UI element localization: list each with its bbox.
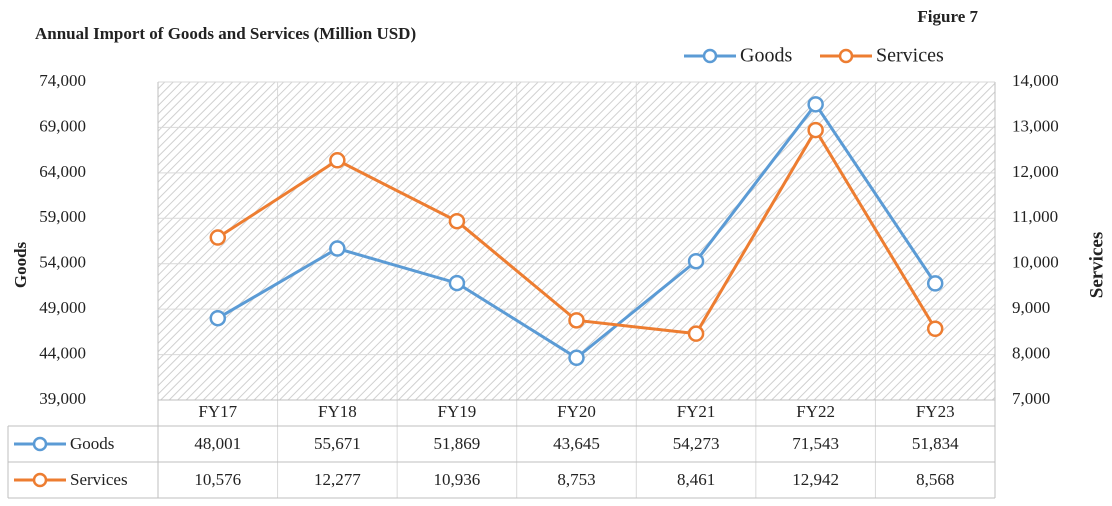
x-tick-label: FY18 bbox=[318, 402, 357, 421]
data-point bbox=[568, 312, 585, 329]
data-point bbox=[448, 212, 466, 230]
y2-tick-label: 14,000 bbox=[1012, 71, 1059, 90]
table-cell: 43,645 bbox=[553, 434, 600, 453]
x-tick-label: FY21 bbox=[677, 402, 716, 421]
table-cell: 10,936 bbox=[434, 470, 481, 489]
y-tick-label: 74,000 bbox=[39, 71, 86, 90]
y-tick-label: 39,000 bbox=[39, 389, 86, 408]
legend-marker bbox=[838, 48, 854, 64]
data-point bbox=[209, 309, 227, 327]
legend-marker bbox=[702, 48, 718, 64]
y2-tick-label: 7,000 bbox=[1012, 389, 1050, 408]
table-cell: 71,543 bbox=[792, 434, 839, 453]
x-tick-label: FY20 bbox=[557, 402, 596, 421]
y-tick-label: 64,000 bbox=[39, 162, 86, 181]
y-tick-label: 69,000 bbox=[39, 116, 86, 135]
table-cell: 12,942 bbox=[792, 470, 839, 489]
figure-label: Figure 7 bbox=[917, 7, 978, 26]
data-point bbox=[687, 252, 705, 270]
data-point bbox=[807, 96, 824, 113]
plot-area bbox=[158, 82, 995, 400]
y2-tick-label: 8,000 bbox=[1012, 343, 1050, 362]
y-axis-label: Goods bbox=[11, 241, 30, 288]
data-point bbox=[448, 274, 466, 292]
y-tick-label: 44,000 bbox=[39, 343, 86, 362]
table-cell: 55,671 bbox=[314, 434, 361, 453]
table-cell: 8,461 bbox=[677, 470, 715, 489]
y-tick-label: 59,000 bbox=[39, 207, 86, 226]
data-point bbox=[568, 349, 585, 367]
y-tick-label: 49,000 bbox=[39, 298, 86, 317]
legend-marker bbox=[32, 472, 48, 488]
table-cell: 8,568 bbox=[916, 470, 954, 489]
table-cell: 51,869 bbox=[434, 434, 481, 453]
y2-tick-label: 10,000 bbox=[1012, 253, 1059, 272]
x-tick-label: FY23 bbox=[916, 402, 955, 421]
data-point bbox=[329, 152, 346, 169]
data-point bbox=[329, 240, 346, 257]
table-cell: 10,576 bbox=[194, 470, 241, 489]
x-tick-label: FY22 bbox=[796, 402, 835, 421]
chart-title: Annual Import of Goods and Services (Mil… bbox=[35, 24, 416, 43]
data-point bbox=[807, 121, 824, 139]
table-cell: 48,001 bbox=[194, 434, 241, 453]
x-tick-label: FY17 bbox=[198, 402, 237, 421]
data-point bbox=[687, 325, 705, 342]
y-tick-label: 54,000 bbox=[39, 253, 86, 272]
table-cell: 8,753 bbox=[557, 470, 595, 489]
x-tick-label: FY19 bbox=[438, 402, 477, 421]
y2-tick-label: 13,000 bbox=[1012, 116, 1059, 135]
y2-tick-label: 9,000 bbox=[1012, 298, 1050, 317]
y2-tick-label: 11,000 bbox=[1012, 207, 1058, 226]
data-point bbox=[926, 275, 944, 292]
table-row-label: Services bbox=[70, 470, 128, 489]
data-point bbox=[926, 320, 944, 338]
y2-tick-label: 12,000 bbox=[1012, 162, 1059, 181]
data-point bbox=[209, 229, 227, 246]
table-cell: 51,834 bbox=[912, 434, 959, 453]
table-cell: 12,277 bbox=[314, 470, 361, 489]
legend-label: Goods bbox=[740, 45, 792, 67]
legend-marker bbox=[32, 436, 48, 452]
table-row-label: Goods bbox=[70, 434, 114, 453]
y2-axis-label: Services bbox=[1086, 232, 1107, 298]
legend-label: Services bbox=[876, 45, 944, 67]
table-cell: 54,273 bbox=[673, 434, 720, 453]
